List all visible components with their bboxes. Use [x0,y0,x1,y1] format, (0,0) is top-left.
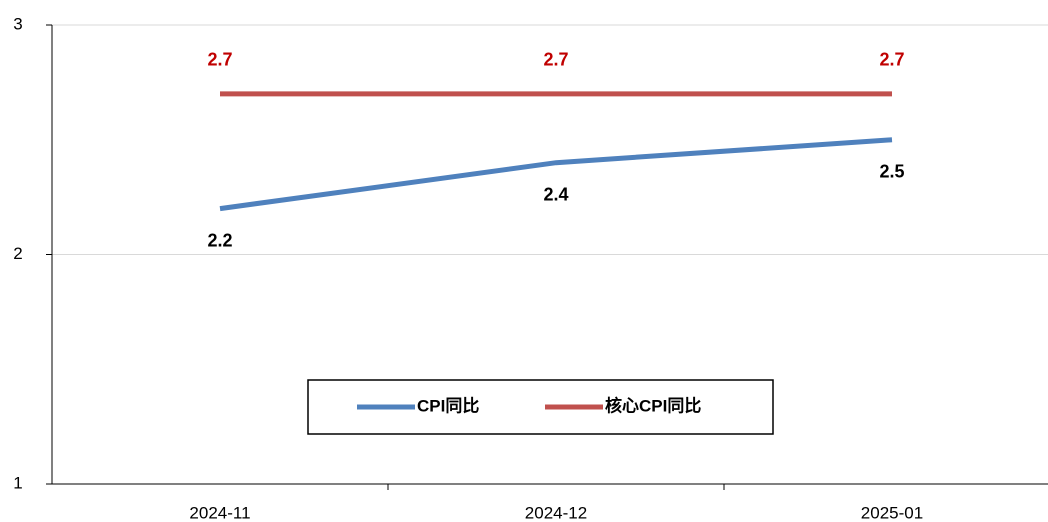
data-label: 2.5 [879,162,904,182]
x-tick-label: 2025-01 [861,503,923,522]
data-label: 2.7 [207,50,232,70]
x-tick-label: 2024-12 [525,503,587,522]
data-label: 2.7 [543,50,568,70]
legend-label: 核心CPI同比 [605,395,701,415]
y-tick-label: 3 [13,14,22,33]
y-tick-label: 1 [13,473,22,492]
series-line [219,137,893,212]
data-label: 2.2 [207,230,232,250]
x-tick-label: 2024-11 [189,503,250,522]
data-label: 2.4 [543,184,568,204]
data-label: 2.7 [879,50,904,70]
y-tick-label: 2 [13,244,22,263]
legend-label: CPI同比 [417,395,479,415]
